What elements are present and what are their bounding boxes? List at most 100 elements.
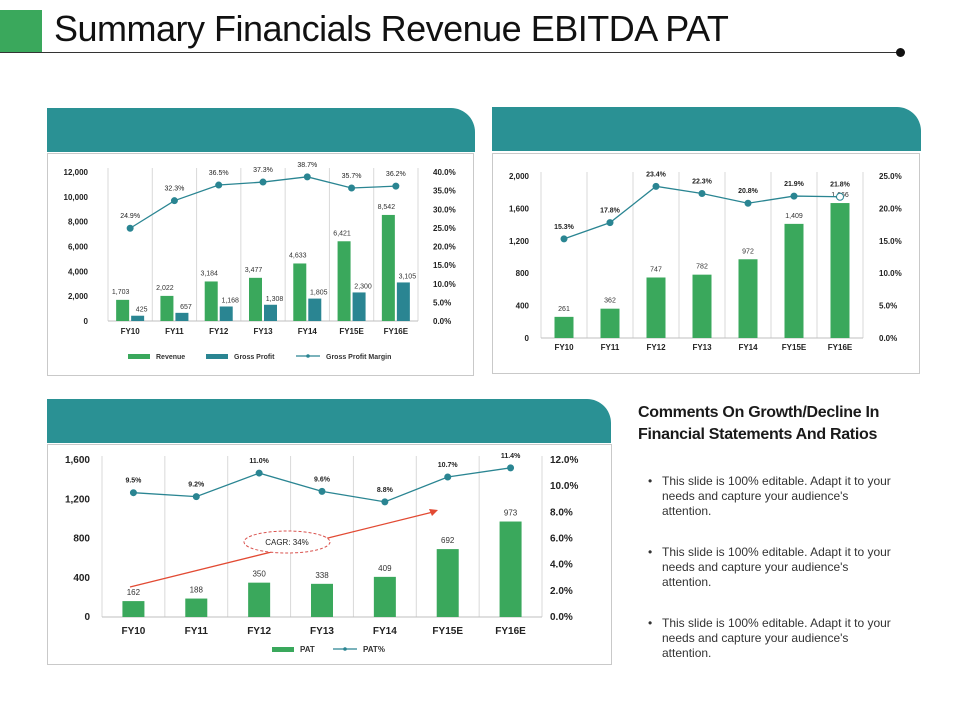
y-tick-label: 400 xyxy=(73,573,90,584)
y2-tick-label: 10.0% xyxy=(433,280,456,289)
line-point xyxy=(836,192,844,201)
y2-tick-label: 0.0% xyxy=(433,317,451,326)
y2-tick-label: 2.0% xyxy=(550,586,573,597)
line-point xyxy=(744,199,752,207)
legend-label: Gross Profit xyxy=(234,354,275,361)
y2-tick-label: 25.0% xyxy=(879,172,902,181)
y-tick-label: 1,600 xyxy=(509,204,530,213)
line-data-label: 21.9% xyxy=(784,181,805,188)
y-tick-label: 1,200 xyxy=(65,494,90,505)
comment-bullet: This slide is 100% editable. Adapt it to… xyxy=(648,616,898,661)
x-tick-label: FY15E xyxy=(339,327,364,336)
bar-revenue xyxy=(116,299,130,321)
comment-bullet: This slide is 100% editable. Adapt it to… xyxy=(648,474,898,519)
bar-data-label: 261 xyxy=(558,306,570,313)
y-tick-label: 8,000 xyxy=(68,218,89,227)
bar-gross-profit xyxy=(219,306,233,321)
bar-ebitda xyxy=(830,203,850,338)
legend-label: Revenue xyxy=(156,354,185,361)
x-tick-label: FY16E xyxy=(495,626,526,637)
line-point xyxy=(255,469,263,477)
page-title: Summary Financials Revenue EBITDA PAT xyxy=(54,8,729,49)
bar-data-label: 657 xyxy=(180,304,192,311)
bar-gross-profit xyxy=(352,292,366,321)
line-point xyxy=(392,182,400,190)
line-data-label: 35.7% xyxy=(342,173,362,180)
line-point xyxy=(318,487,326,495)
x-tick-label: FY10 xyxy=(121,327,141,336)
line-point xyxy=(215,181,223,189)
line-data-label: 8.8% xyxy=(377,487,394,494)
bar-ebitda xyxy=(738,259,758,338)
line-point xyxy=(192,493,200,501)
line-point xyxy=(170,197,178,205)
x-tick-label: FY10 xyxy=(554,343,574,352)
title-rule xyxy=(0,52,900,53)
bar-pat xyxy=(436,549,459,617)
bar-data-label: 973 xyxy=(504,509,518,518)
x-tick-label: FY11 xyxy=(601,343,620,352)
y2-tick-label: 40.0% xyxy=(433,168,456,177)
line-point xyxy=(259,178,267,186)
bar-data-label: 1,308 xyxy=(266,296,284,303)
y2-tick-label: 15.0% xyxy=(433,261,456,270)
y-tick-label: 2,000 xyxy=(509,172,530,181)
bar-data-label: 1,168 xyxy=(221,297,239,304)
bar-data-label: 2,022 xyxy=(156,285,174,292)
y-tick-label: 10,000 xyxy=(64,193,89,202)
legend-label: PAT xyxy=(300,645,315,654)
line-data-label: 17.8% xyxy=(600,208,621,215)
x-tick-label: FY16E xyxy=(384,327,409,336)
line-point xyxy=(507,464,515,472)
y2-tick-label: 6.0% xyxy=(550,534,573,545)
line-point xyxy=(560,235,568,243)
y-tick-label: 800 xyxy=(516,269,530,278)
bar-revenue xyxy=(204,281,218,321)
line-data-label: 11.4% xyxy=(501,453,521,460)
title-rule-dot xyxy=(896,48,905,57)
y2-tick-label: 25.0% xyxy=(433,224,456,233)
bar-ebitda xyxy=(600,308,620,338)
line-point xyxy=(790,192,798,200)
revenue-chart-panel: 0 2,000 4,000 6,000 8,000 10,000 12,000 0.0% 5.0… xyxy=(47,153,474,376)
x-tick-label: FY12 xyxy=(209,327,229,336)
bar-gross-profit xyxy=(264,304,277,321)
bar-data-label: 425 xyxy=(136,307,148,314)
x-tick-label: FY13 xyxy=(692,343,712,352)
line-point xyxy=(303,173,311,181)
bar-revenue xyxy=(293,263,307,321)
y2-tick-label: 12.0% xyxy=(550,455,578,466)
bar-data-label: 1,703 xyxy=(112,289,130,296)
bar-data-label: 6,421 xyxy=(333,230,351,237)
bar-data-label: 747 xyxy=(650,266,662,273)
line-point xyxy=(698,189,706,197)
y2-tick-label: 20.0% xyxy=(879,204,902,213)
y-tick-label: 1,200 xyxy=(509,237,530,246)
y2-tick-label: 35.0% xyxy=(433,187,456,196)
line-point xyxy=(652,182,660,190)
y2-tick-label: 10.0% xyxy=(879,269,902,278)
line-data-label: 11.0% xyxy=(249,458,269,465)
bar-data-label: 1,409 xyxy=(785,213,803,220)
x-tick-label: FY13 xyxy=(310,626,334,637)
x-tick-label: FY10 xyxy=(121,626,145,637)
y-tick-label: 400 xyxy=(516,302,530,311)
y2-tick-label: 15.0% xyxy=(879,237,902,246)
bar-pat xyxy=(499,521,522,617)
line-data-label: 20.8% xyxy=(738,188,759,195)
bar-pat xyxy=(185,598,208,617)
line-data-label: 36.5% xyxy=(209,170,229,177)
x-tick-label: FY14 xyxy=(738,343,758,352)
line-data-label: 32.3% xyxy=(164,186,184,193)
x-tick-label: FY12 xyxy=(646,343,666,352)
pat-chart: 0 400 800 1,200 1,600 0.0% 2.0% 4.0% 6.0% 8.0% 10.… xyxy=(65,453,578,654)
line-point xyxy=(126,224,134,232)
y-tick-label: 0 xyxy=(84,612,90,623)
revenue-panel-header xyxy=(47,108,475,152)
line-data-label: 38.7% xyxy=(297,162,317,169)
bar-data-label: 2,300 xyxy=(354,283,372,290)
bar-pat xyxy=(373,576,396,617)
bar-pat xyxy=(311,583,333,617)
y-tick-label: 6,000 xyxy=(68,243,89,252)
bar-revenue xyxy=(381,214,395,321)
